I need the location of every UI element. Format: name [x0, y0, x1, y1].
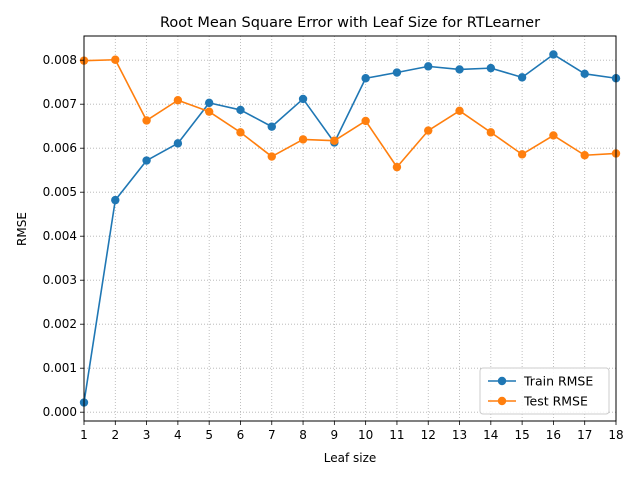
x-tick-label: 1: [80, 428, 88, 442]
y-tick-label: 0.004: [43, 229, 77, 243]
data-point: [486, 63, 496, 73]
data-point: [486, 128, 496, 137]
data-point: [142, 116, 151, 125]
x-tick-label: 14: [483, 428, 498, 442]
x-tick-label: 7: [268, 428, 276, 442]
data-point: [111, 55, 120, 64]
data-point: [298, 135, 308, 144]
y-tick-label: 0.001: [43, 361, 77, 375]
y-tick-label: 0.000: [43, 405, 77, 419]
data-point: [267, 122, 276, 131]
x-tick-label: 8: [299, 428, 307, 442]
y-tick-label: 0.005: [43, 185, 77, 199]
x-tick-label: 5: [205, 428, 213, 442]
data-point: [173, 139, 183, 148]
data-point: [392, 162, 402, 172]
grid-lines: [83, 36, 617, 421]
series-line: [83, 53, 617, 403]
series-test-rmse: [79, 55, 621, 172]
data-point: [298, 94, 308, 104]
data-point: [236, 105, 245, 115]
y-tick-label: 0.008: [43, 53, 77, 67]
data-point: [580, 69, 589, 79]
data-point: [392, 68, 402, 77]
data-point: [267, 152, 276, 161]
y-tick-label: 0.002: [43, 317, 77, 331]
y-axis-label: RMSE: [15, 212, 29, 246]
data-point: [549, 50, 558, 59]
data-point: [236, 128, 245, 137]
data-point: [455, 65, 464, 74]
x-axis-label: Leaf size: [324, 451, 377, 465]
legend-entry-label: Train RMSE: [523, 374, 593, 389]
data-point: [173, 96, 183, 105]
y-tick-label: 0.006: [43, 141, 77, 155]
data-point: [424, 62, 433, 71]
y-axis-ticks: 0.000 0.001 0.002 0.003 0.004 0.005 0.006 0.007…: [43, 53, 84, 419]
data-point: [330, 136, 339, 145]
legend-entry-label: Test RMSE: [523, 394, 588, 409]
x-tick-label: 9: [331, 428, 339, 442]
data-point: [204, 107, 214, 116]
data-point: [549, 131, 558, 140]
data-point: [455, 106, 464, 116]
x-tick-label: 12: [421, 428, 436, 442]
x-tick-label: 3: [143, 428, 151, 442]
data-point: [517, 73, 527, 82]
data-point: [142, 156, 151, 165]
x-tick-label: 17: [577, 428, 592, 442]
x-tick-label: 2: [111, 428, 119, 442]
data-point: [361, 116, 370, 126]
plot-frame: [83, 35, 617, 422]
x-tick-label: 11: [389, 428, 404, 442]
x-tick-label: 16: [546, 428, 561, 442]
series-line: [83, 58, 617, 168]
x-tick-label: 10: [358, 428, 373, 442]
legend: Train RMSE Test RMSE: [479, 367, 610, 415]
chart-title: Root Mean Square Error with Leaf Size fo…: [160, 15, 540, 31]
legend-box: [479, 367, 610, 415]
data-point: [580, 151, 589, 160]
legend-swatch-marker: [497, 396, 507, 406]
y-tick-label: 0.007: [43, 97, 77, 111]
y-tick-label: 0.003: [43, 273, 77, 287]
legend-swatch-marker: [497, 376, 507, 386]
x-tick-label: 13: [452, 428, 467, 442]
data-point: [517, 150, 527, 159]
series-layer: [79, 50, 621, 407]
data-point: [111, 195, 120, 205]
x-tick-label: 18: [608, 428, 623, 442]
x-tick-label: 4: [174, 428, 182, 442]
x-tick-label: 6: [237, 428, 245, 442]
data-point: [361, 74, 370, 83]
series-train-rmse: [79, 50, 621, 407]
data-point: [424, 126, 433, 135]
data-point: [204, 98, 214, 108]
x-tick-label: 15: [514, 428, 529, 442]
x-axis-ticks: 1 2 3 4 5 6 7 8 9 10 11 12 13 14 15 16 17 18: [80, 421, 624, 442]
